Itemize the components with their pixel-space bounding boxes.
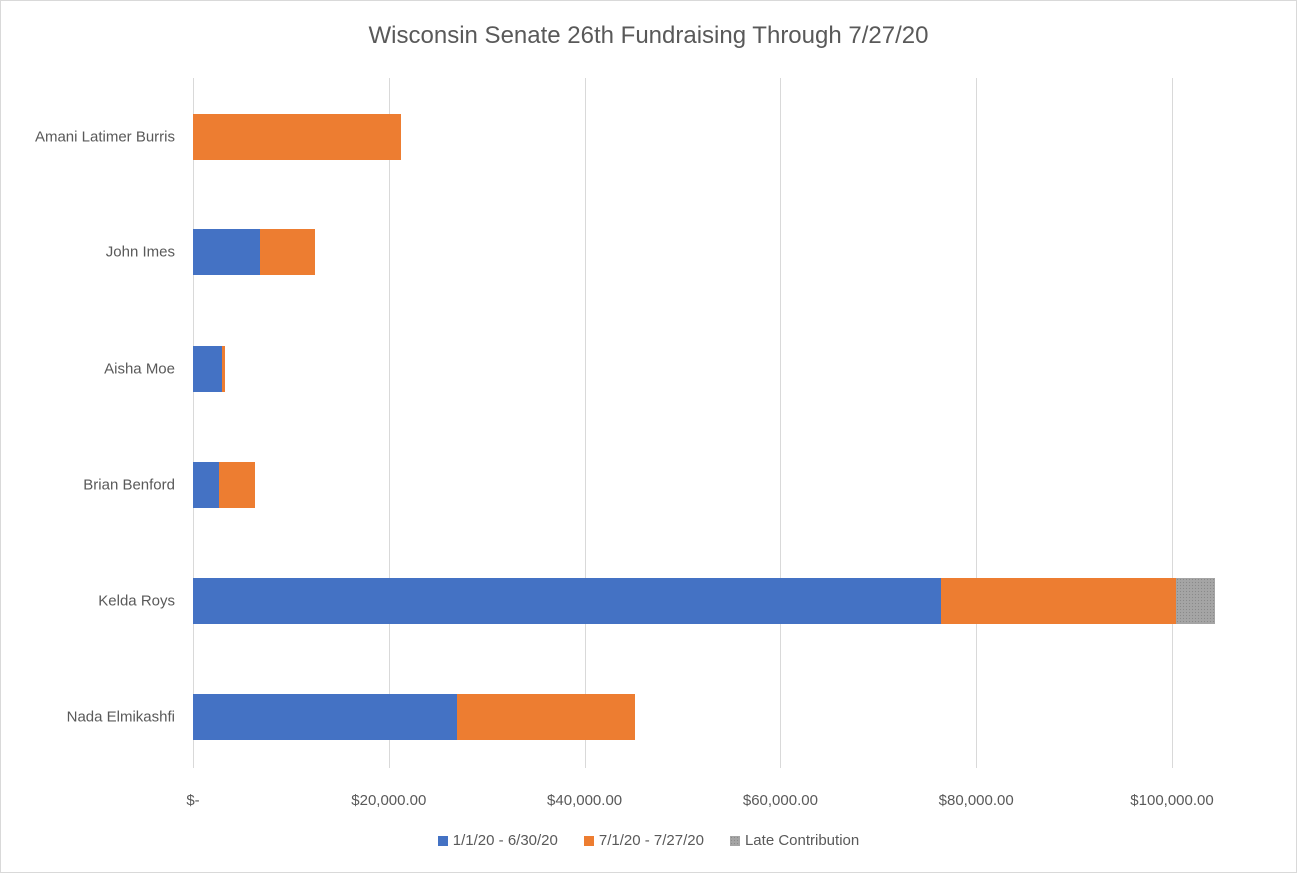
bar-row [193, 114, 401, 160]
legend-label: Late Contribution [744, 832, 860, 849]
bar-segment[interactable] [259, 229, 316, 275]
bar-row [193, 578, 1216, 624]
bar-row [193, 694, 635, 740]
category-label: Amani Latimer Burris [34, 128, 175, 146]
bar-row [193, 346, 226, 392]
gridline [976, 78, 978, 768]
x-tick-label: $20,000.00 [351, 792, 427, 809]
gridline [780, 78, 782, 768]
bar-segment[interactable] [193, 694, 458, 740]
bar-segment[interactable] [457, 694, 635, 740]
bar-segment[interactable] [1175, 578, 1216, 624]
legend-label: 7/1/20 - 7/27/20 [598, 832, 704, 849]
gridline [388, 78, 390, 768]
legend-item[interactable]: Late Contribution [729, 832, 860, 849]
chart-title: Wisconsin Senate 26th Fundraising Throug… [368, 22, 929, 49]
gridline [193, 78, 194, 768]
plot-area [193, 78, 1173, 768]
bar-segment[interactable] [219, 462, 255, 508]
bar-segment[interactable] [193, 346, 223, 392]
bar-segment[interactable] [193, 462, 220, 508]
category-label: Nada Elmikashfi [66, 708, 175, 726]
category-label: Brian Benford [83, 476, 175, 494]
bar-segment[interactable] [193, 578, 941, 624]
category-label: Aisha Moe [104, 360, 175, 378]
chart-legend: 1/1/20 - 6/30/20 7/1/20 - 7/27/20 Late Con… [0, 832, 1297, 849]
bar-segment[interactable] [193, 229, 260, 275]
category-label: John Imes [105, 243, 175, 261]
legend-item[interactable]: 1/1/20 - 6/30/20 [437, 832, 558, 849]
bar-row [193, 229, 316, 275]
bar-segment[interactable] [222, 346, 226, 392]
x-tick-label: $60,000.00 [742, 792, 818, 809]
x-tick-label: $40,000.00 [547, 792, 623, 809]
x-tick-label: $100,000.00 [1130, 792, 1214, 809]
category-label: Kelda Roys [98, 592, 175, 610]
legend-swatch-icon [729, 835, 740, 846]
x-tick-label: $- [186, 792, 200, 809]
bar-segment[interactable] [193, 114, 401, 160]
x-tick-label: $80,000.00 [938, 792, 1014, 809]
legend-item[interactable]: 7/1/20 - 7/27/20 [583, 832, 704, 849]
legend-swatch-icon [437, 835, 448, 846]
legend-label: 1/1/20 - 6/30/20 [452, 832, 558, 849]
gridline [1172, 78, 1173, 768]
gridline [584, 78, 586, 768]
legend-swatch-icon [583, 835, 594, 846]
bar-row [193, 462, 255, 508]
bar-segment[interactable] [940, 578, 1176, 624]
